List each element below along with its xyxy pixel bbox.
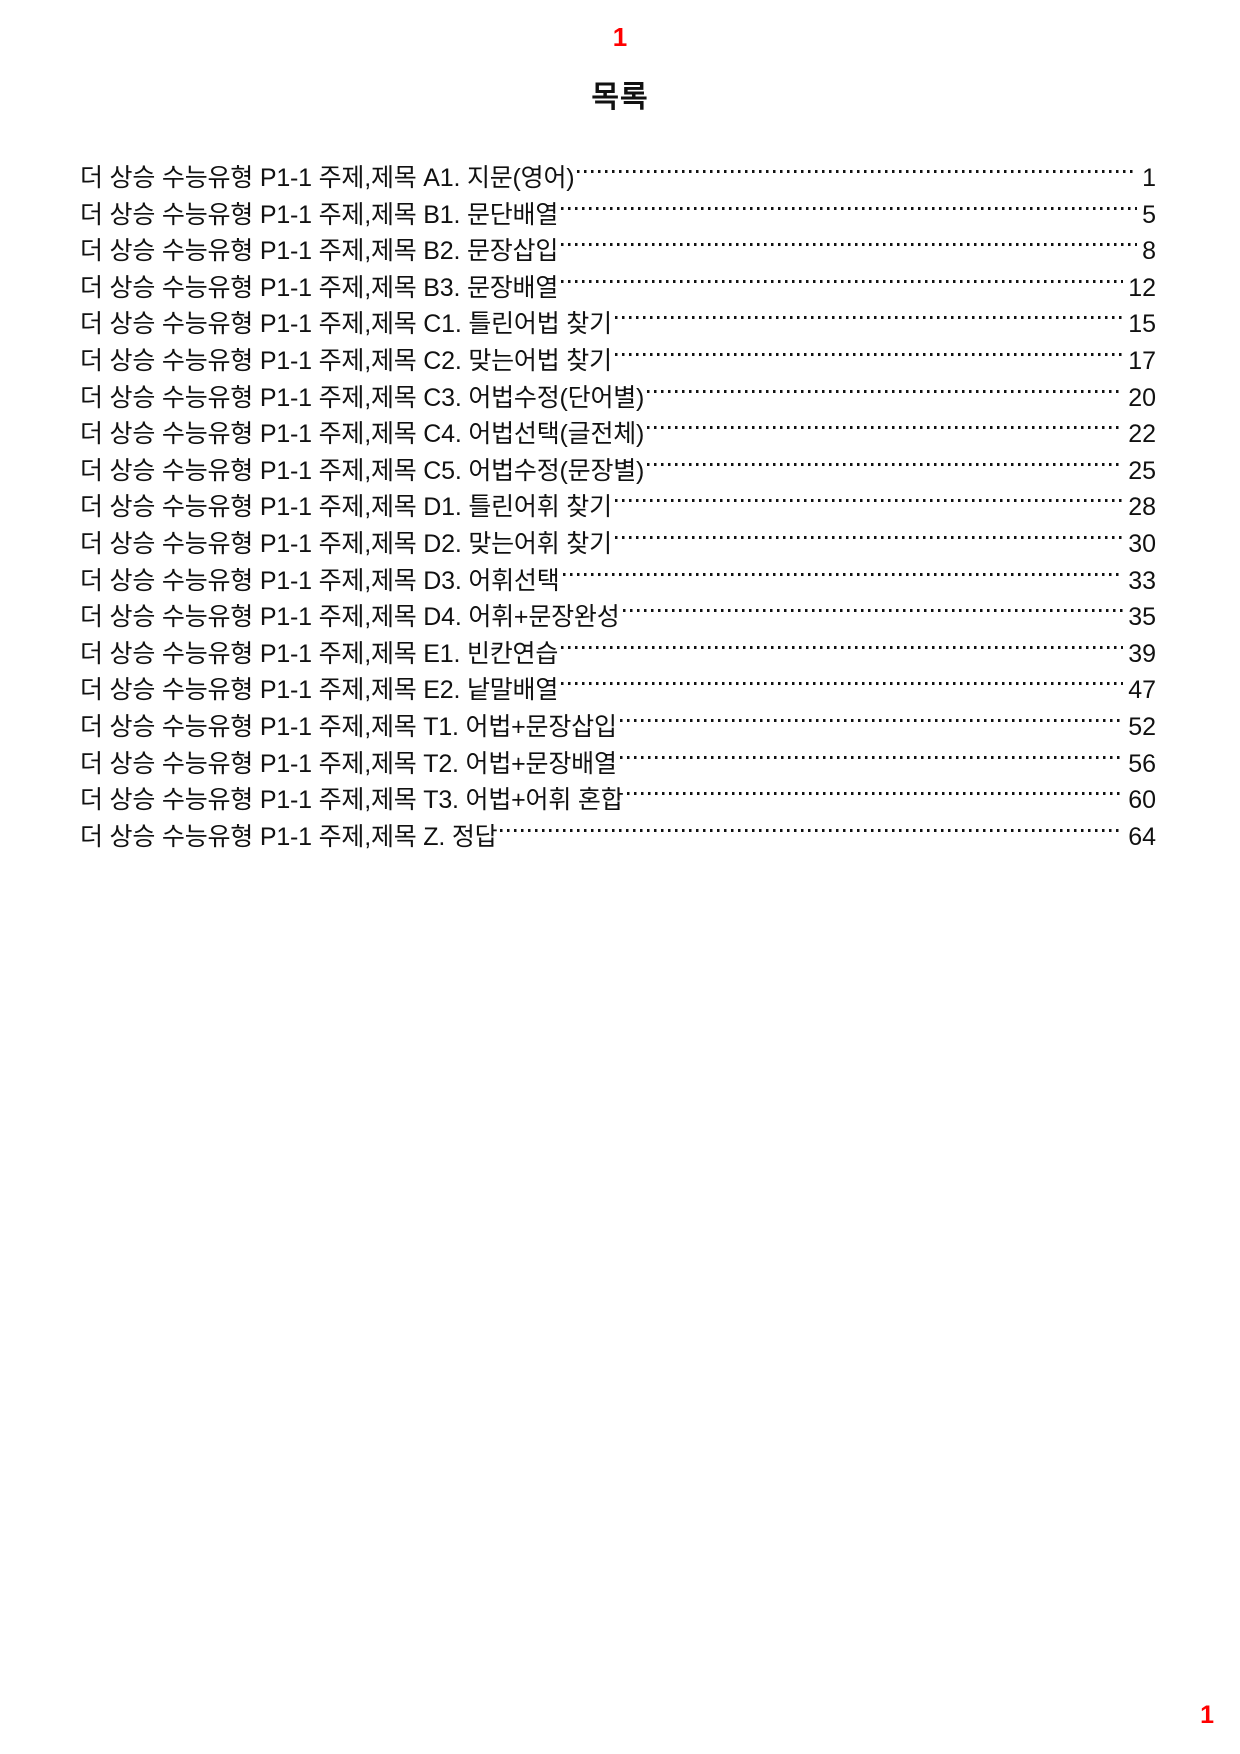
dot-leader (614, 316, 1124, 320)
dot-leader (647, 389, 1124, 393)
toc-entry[interactable]: 더 상승 수능유형 P1-1 주제,제목 D4. 어휘+문장완성 35 (80, 599, 1156, 636)
dot-leader (500, 828, 1124, 832)
toc-entry[interactable]: 더 상승 수능유형 P1-1 주제,제목 D1. 틀린어휘 찾기 28 (80, 489, 1156, 526)
toc-entry-page: 8 (1142, 237, 1156, 266)
dot-leader (647, 462, 1124, 466)
toc-entry[interactable]: 더 상승 수능유형 P1-1 주제,제목 B3. 문장배열 12 (80, 270, 1156, 307)
toc-entry-title: 더 상승 수능유형 P1-1 주제,제목 B3. 문장배열 (80, 273, 559, 302)
toc-list: 더 상승 수능유형 P1-1 주제,제목 A1. 지문(영어) 1 더 상승 수… (80, 160, 1156, 855)
toc-entry[interactable]: 더 상승 수능유형 P1-1 주제,제목 B1. 문단배열 5 (80, 197, 1156, 234)
toc-entry-title: 더 상승 수능유형 P1-1 주제,제목 C3. 어법수정(단어별) (80, 383, 645, 412)
toc-entry-page: 39 (1128, 639, 1156, 668)
toc-entry-title: 더 상승 수능유형 P1-1 주제,제목 E1. 빈칸연습 (80, 639, 559, 668)
toc-entry[interactable]: 더 상승 수능유형 P1-1 주제,제목 D3. 어휘선택 33 (80, 563, 1156, 600)
toc-entry-page: 28 (1128, 493, 1156, 522)
toc-entry-page: 12 (1128, 273, 1156, 302)
toc-entry-page: 22 (1128, 420, 1156, 449)
page-title: 목록 (591, 81, 649, 114)
toc-entry-page: 17 (1128, 346, 1156, 375)
toc-entry-title: 더 상승 수능유형 P1-1 주제,제목 C5. 어법수정(문장별) (80, 456, 645, 485)
dot-leader (614, 352, 1124, 356)
toc-entry[interactable]: 더 상승 수능유형 P1-1 주제,제목 C1. 틀린어법 찾기 15 (80, 306, 1156, 343)
toc-entry-title: 더 상승 수능유형 P1-1 주제,제목 D1. 틀린어휘 찾기 (80, 493, 612, 522)
toc-entry-page: 15 (1128, 310, 1156, 339)
dot-leader (647, 426, 1124, 430)
toc-entry-page: 56 (1128, 749, 1156, 778)
toc-entry-page: 1 (1142, 164, 1156, 192)
toc-entry-title: 더 상승 수능유형 P1-1 주제,제목 T2. 어법+문장배열 (80, 749, 617, 778)
toc-entry-title: 더 상승 수능유형 P1-1 주제,제목 C1. 틀린어법 찾기 (80, 310, 612, 339)
toc-entry-title: 더 상승 수능유형 P1-1 주제,제목 B1. 문단배열 (80, 200, 559, 229)
toc-entry[interactable]: 더 상승 수능유형 P1-1 주제,제목 C3. 어법수정(단어별) 20 (80, 380, 1156, 417)
dot-leader (561, 682, 1124, 686)
dot-leader (561, 645, 1124, 649)
dot-leader (561, 243, 1138, 247)
toc-entry[interactable]: 더 상승 수능유형 P1-1 주제,제목 D2. 맞는어휘 찾기 30 (80, 526, 1156, 563)
dot-leader (619, 755, 1124, 759)
toc-entry[interactable]: 더 상승 수능유형 P1-1 주제,제목 Z. 정답 64 (80, 819, 1156, 856)
toc-entry-page: 20 (1128, 383, 1156, 412)
toc-entry-title: 더 상승 수능유형 P1-1 주제,제목 T3. 어법+어휘 혼합 (80, 786, 624, 815)
dot-leader (626, 792, 1124, 796)
toc-entry[interactable]: 더 상승 수능유형 P1-1 주제,제목 C4. 어법선택(글전체) 22 (80, 416, 1156, 453)
toc-entry[interactable]: 더 상승 수능유형 P1-1 주제,제목 E1. 빈칸연습 39 (80, 636, 1156, 673)
dot-leader (562, 572, 1124, 576)
toc-entry-title: 더 상승 수능유형 P1-1 주제,제목 B2. 문장삽입 (80, 237, 559, 266)
toc-entry-title: 더 상승 수능유형 P1-1 주제,제목 D3. 어휘선택 (80, 566, 560, 595)
toc-entry-title: 더 상승 수능유형 P1-1 주제,제목 D4. 어휘+문장완성 (80, 603, 620, 632)
toc-entry-title: 더 상승 수능유형 P1-1 주제,제목 D2. 맞는어휘 찾기 (80, 529, 612, 558)
toc-entry-title: 더 상승 수능유형 P1-1 주제,제목 A1. 지문(영어) (80, 164, 575, 192)
dot-leader (614, 499, 1124, 503)
toc-entry[interactable]: 더 상승 수능유형 P1-1 주제,제목 C5. 어법수정(문장별) 25 (80, 453, 1156, 490)
dot-leader (561, 206, 1138, 210)
toc-entry-page: 35 (1128, 603, 1156, 632)
toc-entry-page: 33 (1128, 566, 1156, 595)
toc-entry-title: 더 상승 수능유형 P1-1 주제,제목 E2. 낱말배열 (80, 676, 559, 705)
toc-entry[interactable]: 더 상승 수능유형 P1-1 주제,제목 B2. 문장삽입 8 (80, 233, 1156, 270)
toc-entry-page: 25 (1128, 456, 1156, 485)
bottom-page-number: 1 (1200, 1701, 1214, 1729)
dot-leader (577, 170, 1138, 173)
top-page-indicator: 1 (612, 22, 628, 52)
toc-entry-page: 64 (1128, 822, 1156, 851)
toc-entry[interactable]: 더 상승 수능유형 P1-1 주제,제목 T2. 어법+문장배열 56 (80, 746, 1156, 783)
toc-entry[interactable]: 더 상승 수능유형 P1-1 주제,제목 C2. 맞는어법 찾기 17 (80, 343, 1156, 380)
toc-entry-title: 더 상승 수능유형 P1-1 주제,제목 Z. 정답 (80, 822, 498, 851)
dot-leader (622, 609, 1124, 613)
toc-entry-title: 더 상승 수능유형 P1-1 주제,제목 C2. 맞는어법 찾기 (80, 346, 612, 375)
dot-leader (614, 535, 1124, 539)
toc-entry[interactable]: 더 상승 수능유형 P1-1 주제,제목 E2. 낱말배열 47 (80, 672, 1156, 709)
toc-entry[interactable]: 더 상승 수능유형 P1-1 주제,제목 T1. 어법+문장삽입 52 (80, 709, 1156, 746)
toc-entry-page: 60 (1128, 786, 1156, 815)
toc-entry[interactable]: 더 상승 수능유형 P1-1 주제,제목 A1. 지문(영어) 1 (80, 160, 1156, 197)
toc-entry-page: 30 (1128, 529, 1156, 558)
dot-leader (561, 279, 1124, 283)
dot-leader (619, 718, 1124, 722)
toc-entry[interactable]: 더 상승 수능유형 P1-1 주제,제목 T3. 어법+어휘 혼합 60 (80, 782, 1156, 819)
toc-entry-title: 더 상승 수능유형 P1-1 주제,제목 C4. 어법선택(글전체) (80, 420, 645, 449)
toc-entry-page: 5 (1142, 200, 1156, 229)
toc-entry-page: 52 (1128, 712, 1156, 741)
toc-entry-page: 47 (1128, 676, 1156, 705)
toc-entry-title: 더 상승 수능유형 P1-1 주제,제목 T1. 어법+문장삽입 (80, 712, 617, 741)
